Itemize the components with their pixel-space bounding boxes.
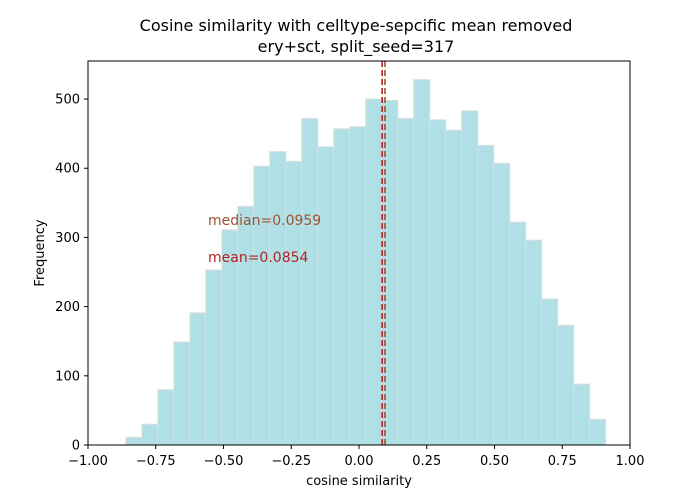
histogram-bar	[365, 98, 383, 446]
histogram-bar	[413, 79, 431, 446]
histogram-bar	[381, 99, 399, 446]
histogram-bar	[253, 165, 271, 446]
histogram-bar	[205, 269, 223, 446]
histogram-bar	[461, 110, 479, 446]
histogram-bar	[541, 298, 559, 446]
mean-annotation: mean=0.0854	[208, 250, 309, 266]
chart-title: Cosine similarity with celltype-sepcific…	[140, 16, 573, 35]
histogram-bar	[573, 383, 591, 446]
chart-subtitle: ery+sct, split_seed=317	[258, 37, 455, 57]
reference-lines	[381, 61, 386, 445]
histogram-bar	[173, 341, 191, 446]
histogram-bar	[301, 117, 319, 446]
y-tick-label: 100	[55, 369, 80, 384]
x-tick-label: −1.00	[68, 454, 108, 469]
histogram-bar	[285, 160, 303, 446]
histogram-bar	[477, 144, 495, 446]
histogram-bar	[557, 324, 575, 446]
histogram-bar	[509, 221, 527, 446]
x-tick-label: 0.25	[412, 454, 441, 469]
median-annotation: median=0.0959	[208, 213, 321, 229]
histogram-bar	[189, 312, 207, 446]
x-tick-label: 0.00	[345, 454, 374, 469]
y-tick-label: 400	[55, 162, 80, 177]
y-tick-label: 200	[55, 300, 80, 315]
x-tick-label: 1.00	[616, 454, 645, 469]
x-tick-label: −0.75	[136, 454, 176, 469]
histogram-bar	[141, 423, 159, 446]
histogram-bar	[493, 162, 511, 446]
histogram-bar	[125, 436, 143, 446]
histogram-bar	[157, 389, 175, 446]
y-tick-label: 300	[55, 231, 80, 246]
histogram-bar	[589, 418, 607, 446]
histogram-bar	[525, 239, 543, 446]
x-tick-label: −0.50	[204, 454, 244, 469]
y-tick-label: 500	[55, 93, 80, 108]
histogram-bar	[397, 117, 415, 446]
y-axis-label: Frequency	[33, 219, 48, 286]
histogram-bar	[333, 128, 351, 446]
histogram-bar	[429, 119, 447, 446]
histogram-bar	[237, 205, 255, 446]
x-axis-ticks: −1.00 −0.75 −0.50 −0.25 0.00 0.25 0.50 0.75 1.00	[68, 445, 644, 469]
histogram-bar	[317, 146, 335, 446]
histogram-bar	[349, 126, 367, 446]
histogram-bar	[445, 129, 463, 446]
y-axis-ticks: 0 100 200 300 400 500	[55, 93, 88, 454]
histogram-bars	[125, 79, 607, 446]
x-tick-label: 0.75	[548, 454, 577, 469]
x-tick-label: 0.50	[480, 454, 509, 469]
histogram-bar	[269, 151, 287, 446]
x-axis-label: cosine similarity	[306, 474, 412, 489]
y-tick-label: 0	[72, 439, 80, 454]
x-tick-label: −0.25	[271, 454, 311, 469]
